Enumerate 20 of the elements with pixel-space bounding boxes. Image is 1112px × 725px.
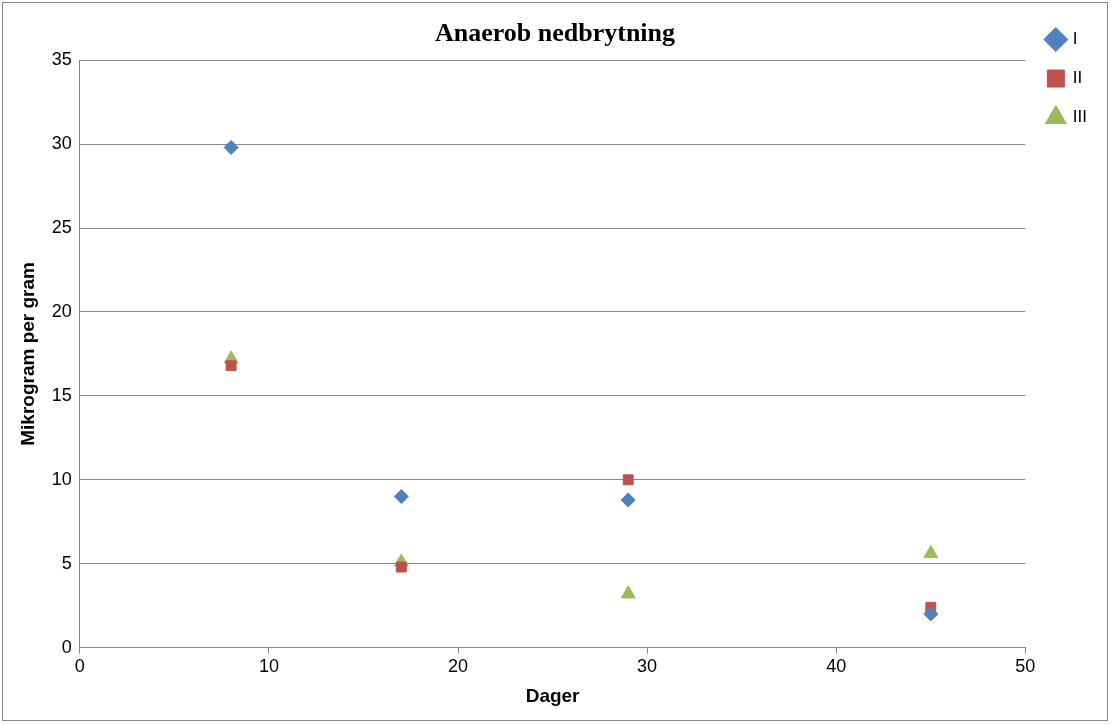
y-tick-label: 20	[51, 300, 72, 321]
x-tick-label: 10	[258, 656, 279, 677]
y-axis-title: Mikrogram per gram	[16, 262, 38, 446]
chart-title: Anaerob nedbrytning	[434, 18, 676, 48]
y-tick-label: 35	[51, 49, 72, 70]
y-tick-label: 0	[61, 636, 72, 657]
x-tick-label: 40	[826, 656, 847, 677]
legend-label: II	[1072, 68, 1083, 88]
y-tick-label: 10	[51, 468, 72, 489]
legend-label: III	[1072, 107, 1087, 127]
y-tick-label: 25	[51, 217, 72, 237]
y-tick-label: 30	[51, 133, 72, 154]
y-tick-label: 5	[61, 552, 72, 573]
x-tick-label: 30	[637, 656, 658, 677]
x-tick-label: 0	[74, 656, 85, 677]
x-tick-label: 20	[448, 656, 469, 677]
x-axis-title: Dager	[525, 684, 581, 706]
y-tick-label: 15	[51, 384, 72, 405]
x-tick-label: 50	[1015, 656, 1036, 677]
legend-label: I	[1072, 29, 1078, 49]
